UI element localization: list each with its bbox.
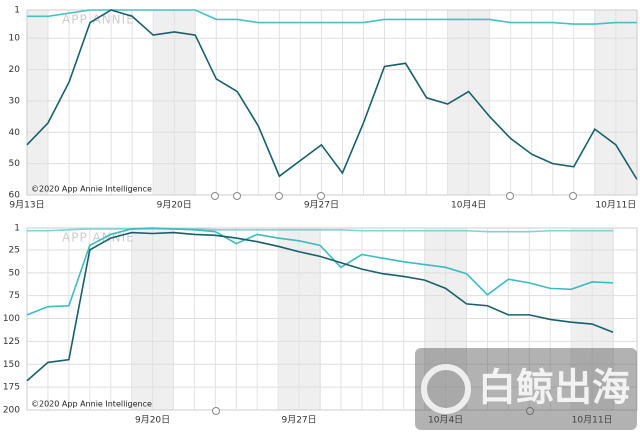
series-line — [27, 9, 637, 25]
y-tick-label: 50 — [9, 159, 21, 169]
event-icon — [233, 192, 241, 200]
series-line — [26, 9, 638, 180]
watermark-text: 白鲸出海 — [478, 366, 630, 410]
y-tick-label: 10 — [9, 34, 21, 44]
event-icon — [569, 192, 577, 200]
plot-border — [26, 227, 638, 411]
x-tick-label: 9月20日 — [135, 415, 170, 426]
y-tick-label: 150 — [3, 360, 20, 370]
series-line — [26, 227, 614, 316]
series-line — [26, 231, 614, 382]
x-tick-label: 10月4日 — [451, 200, 486, 211]
event-icon — [506, 192, 514, 200]
event-icon — [317, 192, 325, 200]
y-tick-label: 75 — [9, 291, 20, 301]
y-tick-label: 100 — [3, 314, 20, 324]
event-icon — [526, 407, 534, 415]
event-icon — [211, 192, 219, 200]
x-tick-label: 10月4日 — [428, 415, 463, 426]
y-tick-label: 60 — [9, 191, 21, 201]
event-icon — [275, 192, 283, 200]
charts: 9月13日 9月20日 9月27日 10月4日 10月11日 1 10 20 30 40 50 60 A… — [3, 6, 638, 426]
y-tick-label: 20 — [9, 65, 21, 75]
watermark-bg — [415, 348, 637, 430]
credit: ©2020 App Annie Intelligence — [31, 400, 152, 409]
y-tick-label: 1 — [14, 6, 20, 16]
x-tick-label: 9月27日 — [304, 200, 339, 211]
y-tick-label: 125 — [3, 337, 20, 347]
x-tick-label: 9月13日 — [9, 200, 44, 211]
logo: APP ANNIE — [62, 231, 135, 245]
y-tick-label: 40 — [9, 128, 21, 138]
x-tick-label: 10月11日 — [572, 415, 613, 426]
y-tick-label: 175 — [3, 383, 20, 393]
watermark-logo — [421, 364, 471, 414]
shade — [447, 10, 489, 195]
logo: APP ANNIE — [62, 13, 135, 27]
event-icons — [211, 192, 577, 415]
x-tick-label: 10月11日 — [595, 200, 636, 211]
series-line — [27, 228, 614, 233]
y-tick-label: 200 — [3, 406, 20, 416]
y-tick-label: 30 — [9, 96, 21, 106]
event-icon — [212, 407, 220, 415]
plot-border — [26, 9, 638, 196]
y-tick-label: 50 — [9, 268, 21, 278]
x-tick-label: 9月20日 — [157, 200, 192, 211]
shade — [27, 10, 48, 195]
credit: ©2020 App Annie Intelligence — [31, 185, 152, 194]
watermark-box: 白鲸出海 — [415, 348, 637, 430]
x-tick-label: 9月27日 — [281, 415, 316, 426]
y-tick-label: 1 — [14, 224, 20, 234]
y-tick-label: 25 — [9, 245, 20, 255]
